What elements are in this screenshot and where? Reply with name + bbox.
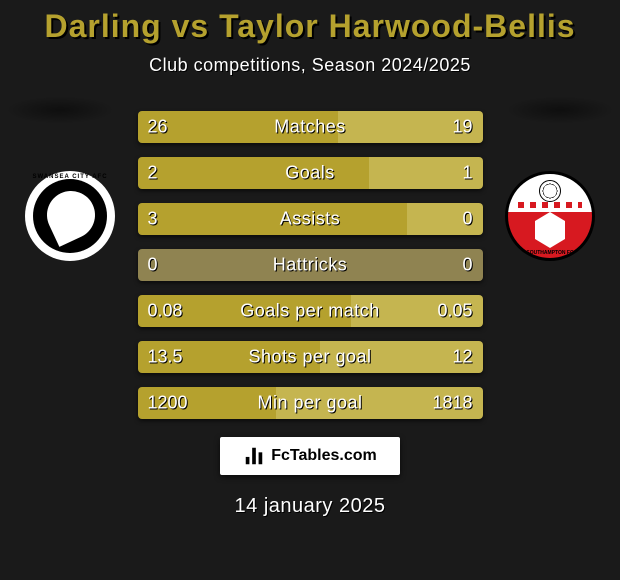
comparison-subtitle: Club competitions, Season 2024/2025 xyxy=(0,55,620,76)
swansea-crest-icon: SWANSEA CITY AFC xyxy=(25,171,115,261)
stat-value-right: 0 xyxy=(462,209,472,230)
stat-label: Assists xyxy=(280,209,341,230)
stat-label: Hattricks xyxy=(273,255,348,276)
stat-value-left: 13.5 xyxy=(148,347,183,368)
crest-shadow-left xyxy=(5,96,115,124)
stat-value-left: 26 xyxy=(148,117,168,138)
crest-left-text: SWANSEA CITY AFC xyxy=(25,174,115,180)
stat-bar: 13.5 Shots per goal 12 xyxy=(138,341,483,373)
stat-value-right: 0.05 xyxy=(437,301,472,322)
stat-bars: 26 Matches 19 2 Goals 1 3 Assists 0 0 Ha… xyxy=(138,111,483,419)
bar-chart-icon xyxy=(243,445,265,467)
stat-value-right: 1818 xyxy=(432,393,472,414)
footer-date: 14 january 2025 xyxy=(0,495,620,518)
fctables-logo: FcTables.com xyxy=(220,437,400,475)
comparison-arena: SWANSEA CITY AFC SOUTHAMPTON FC 26 Match… xyxy=(0,111,620,419)
stat-label: Min per goal xyxy=(257,393,362,414)
stat-label: Goals xyxy=(285,163,335,184)
stat-value-left: 0.08 xyxy=(148,301,183,322)
comparison-title: Darling vs Taylor Harwood-Bellis xyxy=(0,0,620,45)
crest-right-text: SOUTHAMPTON FC xyxy=(508,250,592,256)
stat-value-right: 1 xyxy=(462,163,472,184)
stat-value-left: 2 xyxy=(148,163,158,184)
stat-bar: 2 Goals 1 xyxy=(138,157,483,189)
stat-value-left: 1200 xyxy=(148,393,188,414)
stat-label: Shots per goal xyxy=(248,347,371,368)
bar-fill-left xyxy=(138,203,407,235)
footer-logo-text: FcTables.com xyxy=(271,447,377,465)
stat-label: Matches xyxy=(274,117,346,138)
stat-value-left: 3 xyxy=(148,209,158,230)
stat-value-right: 12 xyxy=(452,347,472,368)
stat-value-right: 19 xyxy=(452,117,472,138)
stat-bar: 1200 Min per goal 1818 xyxy=(138,387,483,419)
stat-value-right: 0 xyxy=(462,255,472,276)
soton-scarf-icon xyxy=(518,202,582,208)
stat-bar: 0 Hattricks 0 xyxy=(138,249,483,281)
stat-label: Goals per match xyxy=(240,301,380,322)
southampton-crest-icon: SOUTHAMPTON FC xyxy=(505,171,595,261)
stat-bar: 0.08 Goals per match 0.05 xyxy=(138,295,483,327)
club-crest-right: SOUTHAMPTON FC xyxy=(505,171,595,261)
club-crest-left: SWANSEA CITY AFC xyxy=(25,171,115,261)
stat-bar: 26 Matches 19 xyxy=(138,111,483,143)
stat-value-left: 0 xyxy=(148,255,158,276)
crest-shadow-right xyxy=(505,96,615,124)
stat-bar: 3 Assists 0 xyxy=(138,203,483,235)
